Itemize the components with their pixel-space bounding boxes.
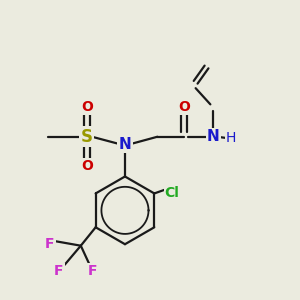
Text: N: N: [118, 136, 131, 152]
Text: F: F: [88, 264, 97, 278]
Text: S: S: [81, 128, 93, 146]
Text: O: O: [81, 159, 93, 173]
Text: H: H: [226, 131, 236, 145]
Text: O: O: [178, 100, 190, 114]
Text: F: F: [54, 264, 64, 278]
Text: Cl: Cl: [165, 186, 179, 200]
Text: O: O: [81, 100, 93, 114]
Text: F: F: [45, 237, 55, 251]
Text: N: N: [207, 129, 220, 144]
